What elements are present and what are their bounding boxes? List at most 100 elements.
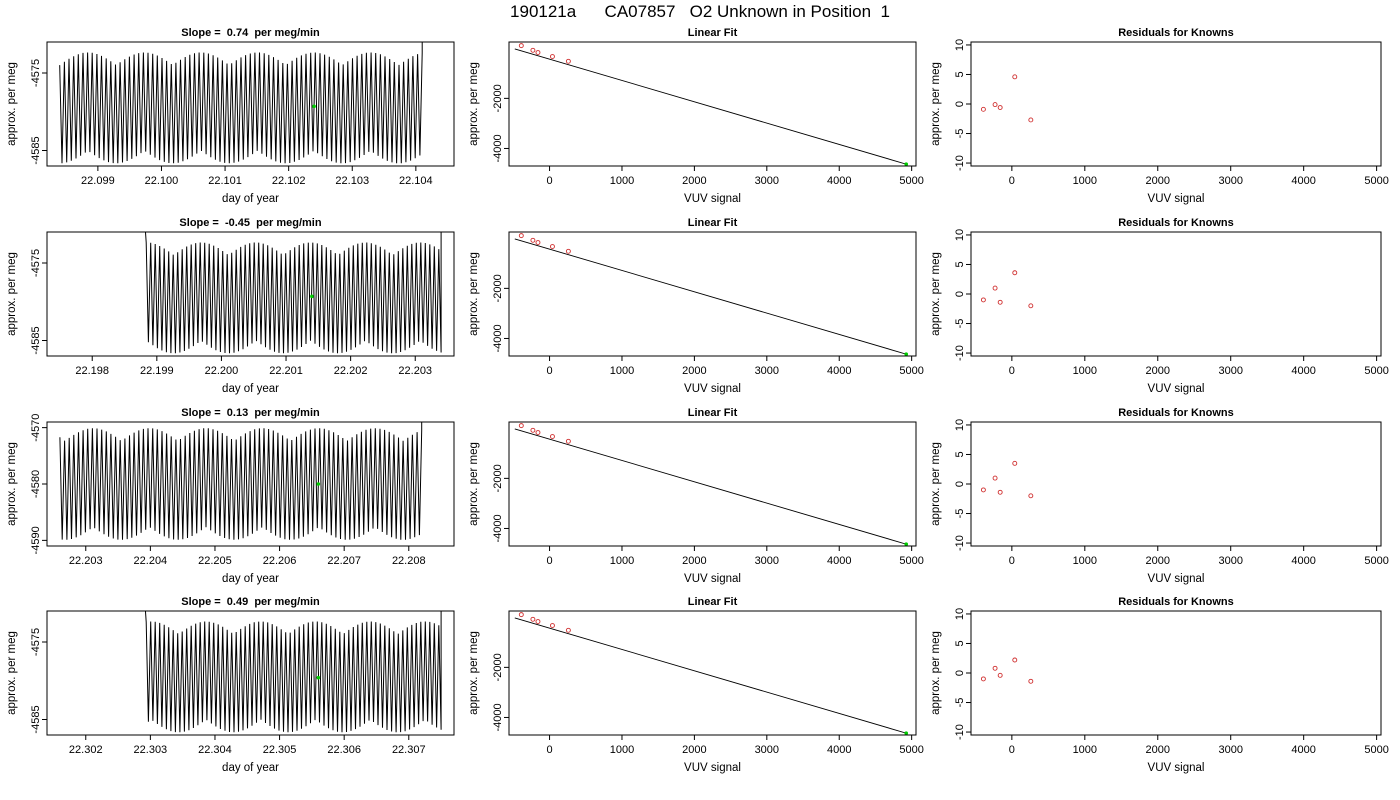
plot-area <box>980 270 1034 309</box>
y-tick-label: 0 <box>954 670 966 676</box>
residual-point <box>992 285 998 291</box>
x-tick-label: 22.099 <box>81 175 115 187</box>
residual-point <box>1028 303 1034 309</box>
panel-linear-fit-row3: Linear Fit 0 1000 2000 3000 4000 5000 -2000 -400… <box>468 407 924 585</box>
plot-area <box>980 74 1034 123</box>
x-tick-label: 0 <box>546 744 552 756</box>
plot-area <box>144 232 442 354</box>
x-axis-label: day of year <box>222 573 279 585</box>
x-tick-label: 0 <box>1009 555 1015 567</box>
plot-area <box>980 460 1034 499</box>
x-axis-label: VUV signal <box>684 573 741 585</box>
panel-title: Slope = -0.45 per meg/min <box>179 217 321 229</box>
x-tick-label: 2000 <box>682 744 706 756</box>
panel-title: Residuals for Knowns <box>1118 407 1234 419</box>
residual-point <box>980 297 986 303</box>
y-tick-label: 10 <box>954 229 966 241</box>
known-point <box>535 50 541 55</box>
known-point <box>565 248 571 254</box>
plot-area <box>59 42 423 164</box>
fit-line <box>514 617 908 734</box>
trace-line <box>144 232 442 354</box>
x-tick-label: 22.203 <box>398 365 432 377</box>
plot-area <box>514 43 909 166</box>
y-tick-label: 5 <box>954 640 966 646</box>
x-tick-label: 4000 <box>827 175 851 187</box>
plot-frame <box>46 231 455 357</box>
x-tick-label: 2000 <box>682 365 706 377</box>
known-point <box>565 438 571 444</box>
x-axis-label: day of year <box>222 762 279 774</box>
y-tick-label: -4000 <box>492 134 504 162</box>
panel-linear-fit-row1: Linear Fit 0 1000 2000 3000 4000 5000 -2000 -400… <box>468 27 924 205</box>
y-tick-label: -10 <box>954 345 966 361</box>
x-tick-label: 0 <box>546 365 552 377</box>
x-tick-label: 22.306 <box>327 744 361 756</box>
y-axis-label: approx. per meg <box>468 631 480 715</box>
x-tick-label: 3000 <box>1218 175 1242 187</box>
x-tick-label: 4000 <box>827 365 851 377</box>
y-tick-label: -4000 <box>492 514 504 542</box>
x-tick-label: 5000 <box>899 744 923 756</box>
residual-point <box>1012 270 1018 276</box>
x-tick-label: 22.203 <box>69 555 103 567</box>
unknown-point <box>904 731 909 735</box>
panel-title: Linear Fit <box>688 407 738 419</box>
y-axis-label: approx. per meg <box>468 62 480 146</box>
x-tick-label: 22.200 <box>205 365 239 377</box>
x-tick-label: 5000 <box>1364 555 1388 567</box>
trace-marker-point <box>312 104 316 109</box>
residual-point <box>1028 117 1034 123</box>
x-axis-label: VUV signal <box>684 193 741 205</box>
x-tick-label: 22.201 <box>269 365 303 377</box>
panel-residuals-row4: Residuals for Knowns 0 1000 2000 3000 4000 500… <box>930 596 1389 774</box>
y-tick-label: -4575 <box>30 249 42 277</box>
y-axis-label: approx. per meg <box>930 62 942 146</box>
y-tick-label: -4000 <box>492 703 504 731</box>
known-point <box>565 627 571 633</box>
known-point <box>550 244 555 249</box>
y-tick-label: 5 <box>954 261 966 267</box>
x-tick-label: 2000 <box>1146 175 1170 187</box>
x-tick-label: 1000 <box>1073 555 1097 567</box>
x-tick-label: 22.303 <box>134 744 168 756</box>
fit-line <box>514 428 908 545</box>
x-tick-label: 3000 <box>1218 365 1242 377</box>
x-tick-label: 4000 <box>1291 555 1315 567</box>
y-tick-label: 5 <box>954 451 966 457</box>
plot-area <box>514 233 909 356</box>
panel-title: Residuals for Knowns <box>1118 596 1234 608</box>
x-tick-label: 0 <box>1009 744 1015 756</box>
y-axis-label: approx. per meg <box>6 252 18 336</box>
known-point <box>565 58 571 64</box>
x-tick-label: 22.205 <box>198 555 232 567</box>
y-axis-label: approx. per meg <box>6 631 18 715</box>
residual-point <box>992 665 998 671</box>
trace-marker-point <box>310 294 314 299</box>
panel-title: Linear Fit <box>688 27 738 39</box>
x-tick-label: 3000 <box>755 744 779 756</box>
y-axis-label: approx. per meg <box>930 252 942 336</box>
y-tick-label: -10 <box>954 535 966 551</box>
fit-line <box>514 48 908 165</box>
plot-frame <box>46 41 455 167</box>
residual-point <box>997 105 1003 110</box>
plot-area <box>514 423 909 546</box>
x-axis-label: VUV signal <box>1148 762 1205 774</box>
x-tick-label: 3000 <box>755 555 779 567</box>
unknown-point <box>904 352 909 356</box>
x-tick-label: 22.104 <box>399 175 433 187</box>
y-axis-label: approx. per meg <box>6 442 18 526</box>
residual-point <box>980 487 986 493</box>
y-tick-label: -4570 <box>30 414 42 442</box>
residual-point <box>997 299 1003 305</box>
known-point <box>550 623 555 628</box>
x-tick-label: 1000 <box>610 365 634 377</box>
y-tick-label: -2000 <box>492 84 504 112</box>
panel-linear-fit-row2: Linear Fit 0 1000 2000 3000 4000 5000 -2000 -400… <box>468 217 924 395</box>
residual-point <box>1012 657 1018 663</box>
trace-line <box>59 42 423 164</box>
trace-line <box>144 611 442 733</box>
x-tick-label: 4000 <box>827 555 851 567</box>
